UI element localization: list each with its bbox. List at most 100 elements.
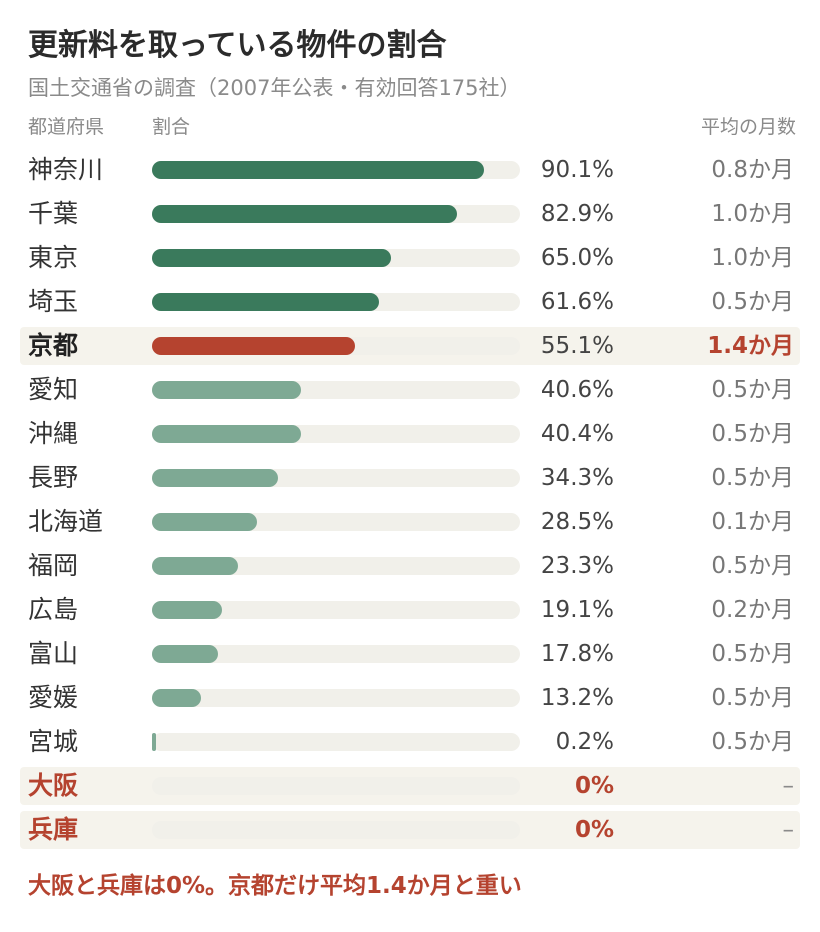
bar bbox=[152, 513, 257, 531]
value-label: 40.4% bbox=[540, 421, 614, 447]
prefecture-label: 沖縄 bbox=[28, 419, 79, 448]
months-label: – bbox=[782, 773, 795, 799]
value-label: 0.2% bbox=[555, 729, 614, 755]
prefecture-label: 富山 bbox=[28, 639, 79, 668]
prefecture-label: 神奈川 bbox=[28, 155, 104, 184]
bar-row: 沖縄 40.4% 0.5か月 bbox=[20, 415, 800, 453]
bar-row: 千葉 82.9% 1.0か月 bbox=[20, 195, 800, 233]
months-label: 0.1か月 bbox=[711, 509, 794, 535]
bar-track bbox=[152, 777, 520, 795]
bar-track bbox=[152, 161, 520, 179]
value-label: 90.1% bbox=[540, 157, 614, 183]
bar bbox=[152, 557, 238, 575]
value-label: 0% bbox=[574, 773, 614, 799]
months-label: 1.0か月 bbox=[711, 201, 794, 227]
value-label: 82.9% bbox=[540, 201, 614, 227]
bar-track bbox=[152, 381, 520, 399]
value-label: 17.8% bbox=[540, 641, 614, 667]
months-label: 0.5か月 bbox=[711, 685, 794, 711]
months-label: 0.5か月 bbox=[711, 465, 794, 491]
bar-track bbox=[152, 733, 520, 751]
header-months: 平均の月数 bbox=[700, 116, 796, 138]
months-label: 0.5か月 bbox=[711, 641, 794, 667]
bar-row: 宮城 0.2% 0.5か月 bbox=[20, 723, 800, 761]
bar-row: 神奈川 90.1% 0.8か月 bbox=[20, 151, 800, 189]
bar-row: 京都 55.1% 1.4か月 bbox=[20, 327, 800, 365]
bar bbox=[152, 293, 379, 311]
bar-row: 大阪 0% – bbox=[20, 767, 800, 805]
bar-track bbox=[152, 557, 520, 575]
bar-track bbox=[152, 601, 520, 619]
months-label: 0.5か月 bbox=[711, 553, 794, 579]
bar-row: 愛媛 13.2% 0.5か月 bbox=[20, 679, 800, 717]
prefecture-label: 大阪 bbox=[28, 771, 79, 800]
bar bbox=[152, 381, 302, 399]
prefecture-label: 長野 bbox=[28, 463, 79, 492]
months-label: 1.0か月 bbox=[711, 245, 794, 271]
value-label: 19.1% bbox=[540, 597, 614, 623]
bar-track bbox=[152, 689, 520, 707]
prefecture-label: 広島 bbox=[28, 595, 79, 624]
chart-subtitle: 国土交通省の調査（2007年公表・有効回答175社） bbox=[28, 76, 521, 100]
bar-track bbox=[152, 821, 520, 839]
bar-row: 長野 34.3% 0.5か月 bbox=[20, 459, 800, 497]
bar bbox=[152, 689, 201, 707]
prefecture-label: 兵庫 bbox=[28, 815, 79, 844]
value-label: 34.3% bbox=[540, 465, 614, 491]
months-label: 0.8か月 bbox=[711, 157, 794, 183]
bar-row: 埼玉 61.6% 0.5か月 bbox=[20, 283, 800, 321]
bar bbox=[152, 469, 279, 487]
prefecture-label: 東京 bbox=[28, 243, 79, 272]
bar bbox=[152, 337, 355, 355]
bar bbox=[152, 733, 156, 751]
bar-track bbox=[152, 645, 520, 663]
bar-track bbox=[152, 425, 520, 443]
bar bbox=[152, 425, 301, 443]
bar-row: 広島 19.1% 0.2か月 bbox=[20, 591, 800, 629]
prefecture-label: 埼玉 bbox=[28, 287, 79, 316]
bar bbox=[152, 601, 223, 619]
bar-track bbox=[152, 293, 520, 311]
bar-row: 北海道 28.5% 0.1か月 bbox=[20, 503, 800, 541]
bar bbox=[152, 645, 218, 663]
months-label: – bbox=[782, 817, 795, 843]
months-label: 1.4か月 bbox=[707, 333, 794, 359]
prefecture-label: 京都 bbox=[28, 331, 79, 360]
bar-track bbox=[152, 249, 520, 267]
prefecture-label: 福岡 bbox=[28, 551, 79, 580]
bar bbox=[152, 205, 458, 223]
bar-track bbox=[152, 205, 520, 223]
months-label: 0.5か月 bbox=[711, 421, 794, 447]
bar bbox=[152, 161, 484, 179]
value-label: 28.5% bbox=[540, 509, 614, 535]
bar-row: 愛知 40.6% 0.5か月 bbox=[20, 371, 800, 409]
value-label: 23.3% bbox=[540, 553, 614, 579]
bar-row: 富山 17.8% 0.5か月 bbox=[20, 635, 800, 673]
prefecture-label: 愛媛 bbox=[28, 683, 79, 712]
bar-track bbox=[152, 513, 520, 531]
value-label: 0% bbox=[574, 817, 614, 843]
months-label: 0.5か月 bbox=[711, 377, 794, 403]
prefecture-label: 愛知 bbox=[28, 375, 79, 404]
value-label: 61.6% bbox=[540, 289, 614, 315]
value-label: 13.2% bbox=[540, 685, 614, 711]
value-label: 65.0% bbox=[540, 245, 614, 271]
bar-track bbox=[152, 337, 520, 355]
bar bbox=[152, 249, 392, 267]
bar-row: 兵庫 0% – bbox=[20, 811, 800, 849]
bar-track bbox=[152, 469, 520, 487]
prefecture-label: 宮城 bbox=[28, 727, 79, 756]
months-label: 0.5か月 bbox=[711, 289, 794, 315]
header-prefecture: 都道府県 bbox=[28, 116, 105, 138]
value-label: 40.6% bbox=[540, 377, 614, 403]
months-label: 0.5か月 bbox=[711, 729, 794, 755]
value-label: 55.1% bbox=[540, 333, 614, 359]
bar-row: 東京 65.0% 1.0か月 bbox=[20, 239, 800, 277]
header-ratio: 割合 bbox=[152, 116, 191, 138]
prefecture-label: 千葉 bbox=[28, 199, 79, 228]
prefecture-label: 北海道 bbox=[28, 507, 104, 536]
footnote: 大阪と兵庫は0%。京都だけ平均1.4か月と重い bbox=[28, 873, 522, 899]
chart-title: 更新料を取っている物件の割合 bbox=[28, 28, 447, 63]
bar-row: 福岡 23.3% 0.5か月 bbox=[20, 547, 800, 585]
